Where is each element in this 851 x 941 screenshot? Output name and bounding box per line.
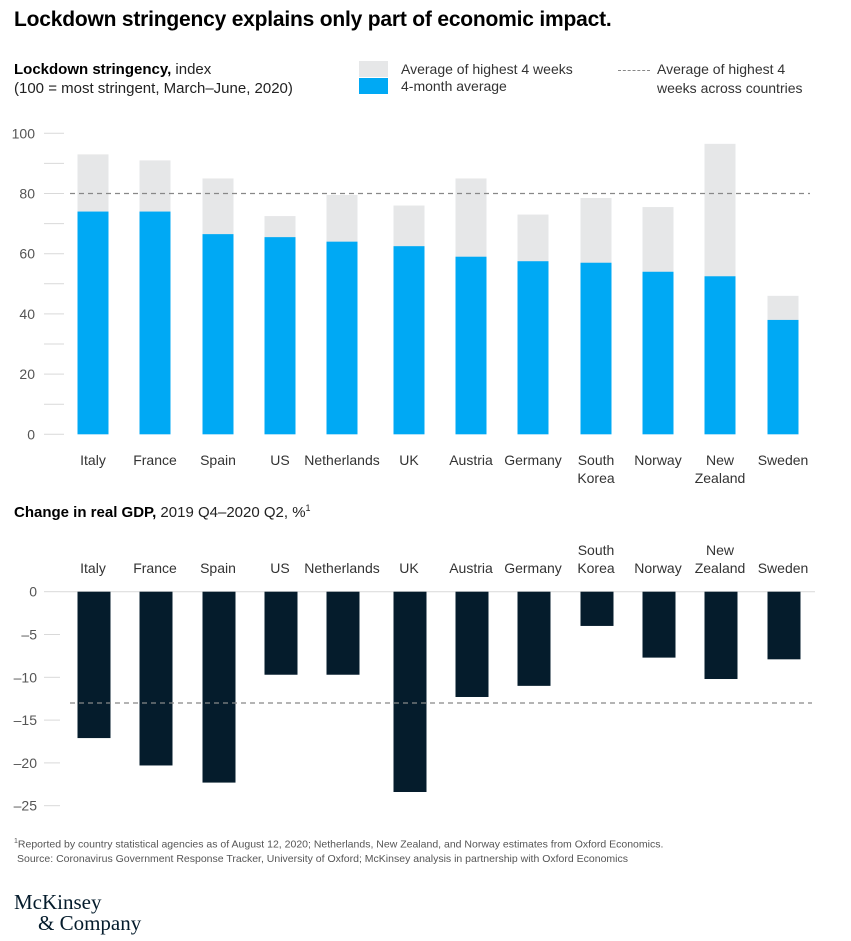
bottom-chart-subtitle: Change in real GDP, 2019 Q4–2020 Q2, %1	[14, 503, 311, 521]
legend-swatch-avg	[359, 78, 388, 94]
x-tick-label: Norway	[634, 560, 681, 576]
footnote-text: Reported by country statistical agencies…	[17, 838, 664, 851]
bar-gdp-south-korea	[580, 591, 614, 626]
y-tick-label: –25	[14, 798, 38, 814]
bar-avg-spain	[202, 234, 234, 435]
y-tick-label: –15	[14, 712, 38, 728]
y-tick-label: –5	[21, 627, 37, 643]
top-subtitle-bold: Lockdown stringency,	[14, 61, 172, 78]
y-tick-label: 80	[19, 186, 35, 202]
x-tick-label: Zealand	[695, 560, 746, 576]
x-tick-label: Sweden	[758, 560, 809, 576]
bar-gdp-france	[139, 591, 173, 766]
bar-avg-netherlands	[326, 241, 358, 435]
y-tick-label: 0	[27, 426, 35, 442]
bar-gdp-spain	[202, 591, 236, 783]
footnote-mark: 1	[14, 838, 18, 845]
bottom-subtitle-bold: Change in real GDP,	[14, 504, 157, 521]
bar-avg-new-zealand	[704, 276, 736, 435]
x-tick-label: Spain	[200, 452, 236, 468]
top-subtitle-line2: (100 = most stringent, March–June, 2020)	[14, 80, 293, 97]
footnotes: 1Reported by country statistical agencie…	[14, 835, 663, 866]
x-tick-label: US	[270, 560, 289, 576]
x-tick-label: UK	[399, 560, 419, 576]
x-tick-label: Netherlands	[304, 452, 380, 468]
footnote-ref: 1	[305, 503, 311, 513]
bar-gdp-germany	[517, 591, 551, 686]
x-tick-label: Korea	[577, 560, 615, 576]
x-tick-label: Germany	[504, 452, 562, 468]
bar-gdp-austria	[455, 591, 489, 697]
bar-avg-france	[139, 211, 171, 435]
x-tick-label: Zealand	[695, 470, 746, 486]
legend-label-avg: 4-month average	[401, 78, 507, 94]
legend-swatch-peak	[359, 61, 388, 77]
x-tick-label: South	[578, 452, 615, 468]
bar-avg-sweden	[767, 319, 799, 435]
bar-avg-south-korea	[580, 262, 612, 435]
x-tick-label: UK	[399, 452, 419, 468]
bar-gdp-new-zealand	[704, 591, 738, 680]
x-tick-label: France	[133, 452, 177, 468]
chart-title: Lockdown stringency explains only part o…	[14, 8, 612, 31]
bar-gdp-netherlands	[326, 591, 360, 675]
y-tick-label: –10	[14, 669, 38, 685]
x-tick-label: New	[706, 452, 735, 468]
bar-gdp-us	[264, 591, 298, 675]
x-tick-label: Spain	[200, 560, 236, 576]
legend-label-peak: Average of highest 4 weeks	[401, 61, 573, 77]
bar-gdp-norway	[642, 591, 676, 658]
legend-swatch-dashed	[618, 70, 650, 71]
top-chart-subtitle: Lockdown stringency, index (100 = most s…	[14, 60, 293, 98]
x-tick-label: France	[133, 560, 177, 576]
bottom-subtitle-rest: 2019 Q4–2020 Q2, %	[156, 504, 306, 521]
x-tick-label: South	[578, 542, 615, 558]
bar-gdp-italy	[77, 591, 111, 739]
source-text: Source: Coronavirus Government Response …	[17, 852, 628, 865]
mckinsey-logo: McKinsey & Company	[14, 892, 141, 934]
legend-dashed-line2: weeks across countries	[657, 80, 803, 96]
y-tick-label: 0	[29, 584, 37, 600]
gdp-chart: 0 –5 –10 –15 –20 –25 Italy France Spain US Netherl…	[14, 542, 815, 814]
logo-line2: & Company	[38, 911, 142, 935]
bar-avg-austria	[455, 256, 487, 435]
y-tick-label: 100	[12, 125, 36, 141]
x-tick-label: Italy	[80, 452, 106, 468]
y-tick-label: 20	[19, 366, 35, 382]
x-tick-label: Norway	[634, 452, 681, 468]
x-tick-label: Austria	[449, 560, 493, 576]
x-tick-label: Italy	[80, 560, 106, 576]
x-tick-label: Germany	[504, 560, 562, 576]
y-tick-label: –20	[14, 755, 38, 771]
bar-gdp-sweden	[767, 591, 801, 660]
stringency-chart: 0 20 40 60 80 100 Italy France Spain US Netherland…	[12, 125, 810, 486]
top-subtitle-rest: index	[171, 61, 212, 78]
x-tick-label: Korea	[577, 470, 615, 486]
x-tick-label: Sweden	[758, 452, 809, 468]
y-tick-label: 60	[19, 246, 35, 262]
x-tick-label: US	[270, 452, 289, 468]
bar-avg-us	[264, 237, 296, 435]
x-tick-label: New	[706, 542, 735, 558]
legend-dashed-line1: Average of highest 4	[657, 61, 786, 77]
logo-line1: McKinsey	[14, 890, 102, 914]
x-tick-label: Netherlands	[304, 560, 380, 576]
x-tick-label: Austria	[449, 452, 493, 468]
bar-avg-italy	[77, 211, 109, 435]
bar-avg-norway	[642, 271, 674, 435]
bar-gdp-uk	[393, 591, 427, 793]
bar-avg-uk	[393, 246, 425, 435]
legend-label-dashed: Average of highest 4 weeks across countr…	[657, 60, 803, 98]
y-tick-label: 40	[19, 306, 35, 322]
bar-avg-germany	[517, 261, 549, 435]
